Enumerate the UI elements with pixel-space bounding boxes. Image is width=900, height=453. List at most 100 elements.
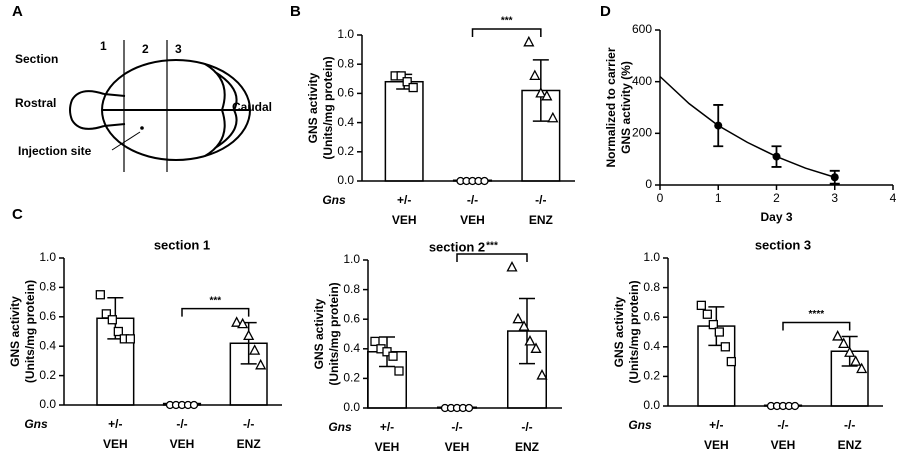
data-point [394,366,404,376]
data-point [189,400,199,410]
y-axis-label: GNS activity [8,296,22,367]
y-tick-label: 0.2 [643,369,660,383]
y-axis-label: GNS activity [312,298,326,369]
data-point [541,89,553,101]
section-number: 2 [142,42,149,56]
data-point [518,320,530,331]
row-label: Gns [322,193,346,207]
significance-label: *** [501,16,513,27]
genotype-label: +/- [108,417,122,431]
significance-label: *** [486,241,498,252]
data-point [396,71,406,81]
significance-label: **** [809,309,825,320]
y-tick-label: 0.0 [643,398,660,412]
y-tick-label: 0.6 [337,86,354,100]
y-tick-label: 0.6 [643,309,660,323]
data-point [832,330,844,341]
y-tick-label: 0.6 [343,311,360,325]
y-tick-label: 0.4 [337,115,354,129]
x-tick-label: VEH [704,438,729,452]
x-tick-label: VEH [170,437,195,451]
injection-point [140,126,144,130]
genotype-label: +/- [709,418,723,432]
y-axis-label: (Units/mg protein) [627,280,641,383]
y-tick-label: 600 [632,22,652,36]
y-tick-label: 0.8 [343,282,360,296]
x-tick-label: 2 [773,191,780,205]
data-point [547,111,559,123]
data-point [790,401,800,411]
y-axis-label: (Units/mg protein) [321,56,335,159]
injection-label: Injection site [18,144,92,158]
y-tick-label: 0.0 [337,173,354,187]
y-tick-label: 0.8 [643,280,660,294]
y-tick-label: 0.4 [39,338,56,352]
significance-bracket [782,321,851,331]
midline [102,93,250,127]
data-point [696,300,706,311]
x-tick-label: ENZ [838,438,862,452]
chart-title: section 2 [429,239,485,254]
x-tick-label: 1 [715,191,722,205]
genotype-label: -/- [535,193,546,207]
fit-line [659,75,835,178]
data-point [101,309,111,319]
y-tick-label: 0.0 [39,397,56,411]
x-tick-label: VEH [445,440,470,453]
y-tick-label: 0.4 [643,339,660,353]
genotype-label: -/- [176,417,187,431]
y-tick-label: 400 [632,74,652,88]
x-tick-label: 3 [831,191,838,205]
data-point [772,152,781,161]
data-point [107,315,117,325]
data-point [850,355,862,366]
y-tick-label: 0.8 [337,56,354,70]
y-axis-label: GNS activity (%) [619,61,633,154]
y-axis-label: GNS activity [612,296,626,367]
section-label: Section [15,52,58,66]
row-label: Gns [328,420,352,434]
x-tick-label: 4 [890,191,897,205]
data-point [523,35,535,47]
x-tick-label: ENZ [529,213,553,227]
significance-bracket [181,307,250,317]
genotype-label: +/- [397,193,411,207]
y-tick-label: 0.2 [343,371,360,385]
data-point [125,334,135,344]
data-point [714,121,723,130]
data-point [856,362,868,374]
data-point [95,290,105,300]
y-axis-label: GNS activity [306,72,320,143]
y-tick-label: 0.8 [39,280,56,294]
y-tick-label: 1.0 [39,250,56,264]
panel-label: C [12,206,23,223]
data-point [726,356,736,367]
cerebellum [204,63,238,157]
significance-label: *** [209,295,221,306]
genotype-label: -/- [777,418,788,432]
genotype-label: -/- [243,417,254,431]
x-tick-label: VEH [103,437,128,451]
row-label: Gns [628,418,652,432]
section-number: 1 [100,39,107,53]
brain-diagram: A Section 1 2 3 Rostral Caudal Injection… [12,3,272,172]
error-bar [519,297,535,365]
y-tick-label: 0 [645,177,652,191]
data-point [530,342,542,353]
data-point [249,344,261,355]
data-point [536,369,548,380]
y-tick-label: 1.0 [343,252,360,266]
caudal-label: Caudal [232,100,272,114]
x-tick-label: VEH [460,213,485,227]
chart-title: section 1 [154,237,210,252]
x-tick-label: VEH [375,440,400,453]
x-tick-label: ENZ [515,440,539,453]
data-point [408,82,418,93]
data-point [237,317,249,329]
panel-label: D [600,3,611,20]
y-tick-label: 1.0 [337,27,354,41]
x-tick-label: ENZ [237,437,261,451]
data-point [529,69,541,81]
data-point [464,403,474,413]
data-point [830,173,839,182]
